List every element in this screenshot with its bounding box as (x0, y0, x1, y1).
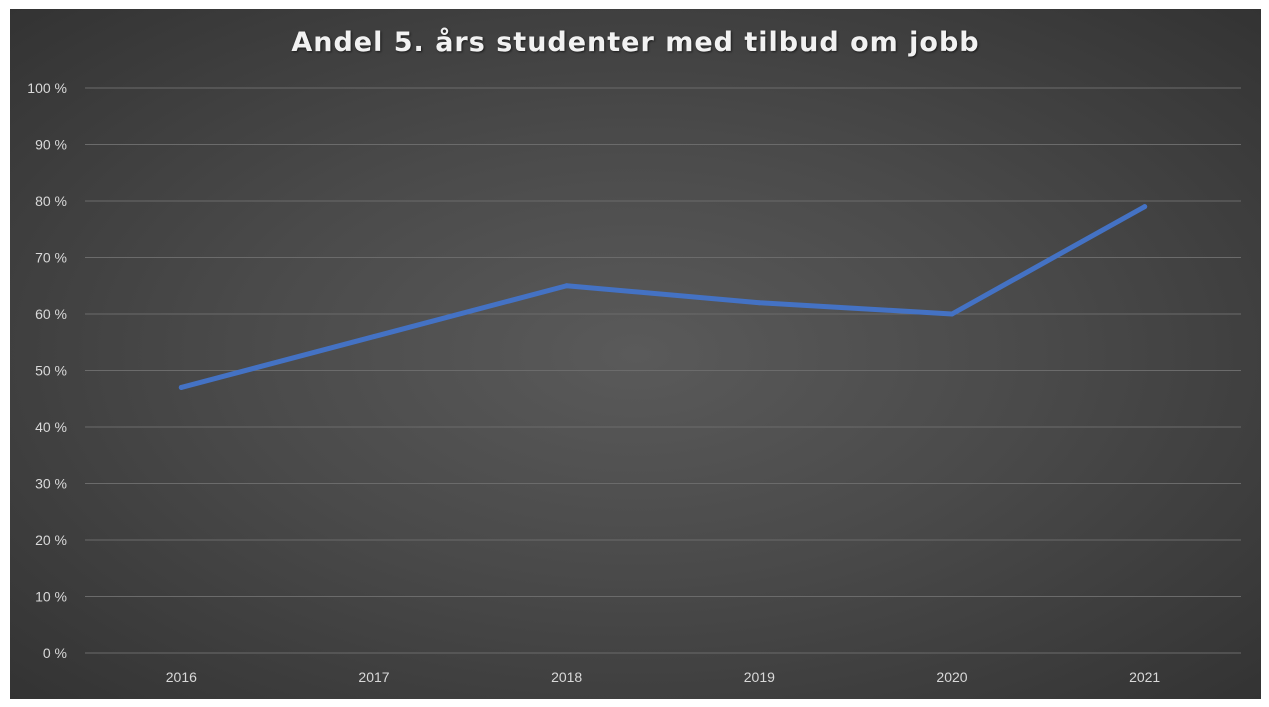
y-tick-label: 30 % (35, 476, 67, 492)
data-point (371, 334, 377, 340)
x-tick-label: 2017 (358, 669, 389, 685)
data-point (564, 283, 570, 289)
y-tick-label: 70 % (35, 250, 67, 266)
x-tick-label: 2018 (551, 669, 582, 685)
chart-title: Andel 5. års studenter med tilbud om job… (291, 27, 980, 58)
plot-area: 0 % 10 % 20 % 30 % 40 % 50 % 60 % 70 % 80 % 90 % 1… (27, 80, 1241, 685)
y-axis-labels: 0 % 10 % 20 % 30 % 40 % 50 % 60 % 70 % 80 % 90 % 1… (27, 80, 67, 661)
y-tick-label: 0 % (43, 645, 67, 661)
y-tick-label: 40 % (35, 419, 67, 435)
y-tick-label: 60 % (35, 306, 67, 322)
y-tick-label: 50 % (35, 363, 67, 379)
y-tick-label: 20 % (35, 532, 67, 548)
x-tick-label: 2016 (166, 669, 197, 685)
x-tick-label: 2021 (1129, 669, 1160, 685)
x-tick-label: 2020 (936, 669, 967, 685)
y-tick-label: 100 % (27, 80, 67, 96)
y-tick-label: 80 % (35, 193, 67, 209)
series (178, 204, 1148, 390)
data-point (756, 300, 762, 306)
gridlines (85, 87, 1241, 654)
x-axis-labels: 2016 2017 2018 2019 2020 2021 (166, 669, 1161, 685)
y-tick-label: 10 % (35, 589, 67, 605)
series-line (178, 204, 1148, 390)
data-point (949, 311, 955, 317)
y-tick-label: 90 % (35, 137, 67, 153)
x-tick-label: 2019 (744, 669, 775, 685)
data-point (178, 384, 184, 390)
chart-area: Andel 5. års studenter med tilbud om job… (10, 9, 1261, 699)
data-point (1142, 204, 1148, 210)
